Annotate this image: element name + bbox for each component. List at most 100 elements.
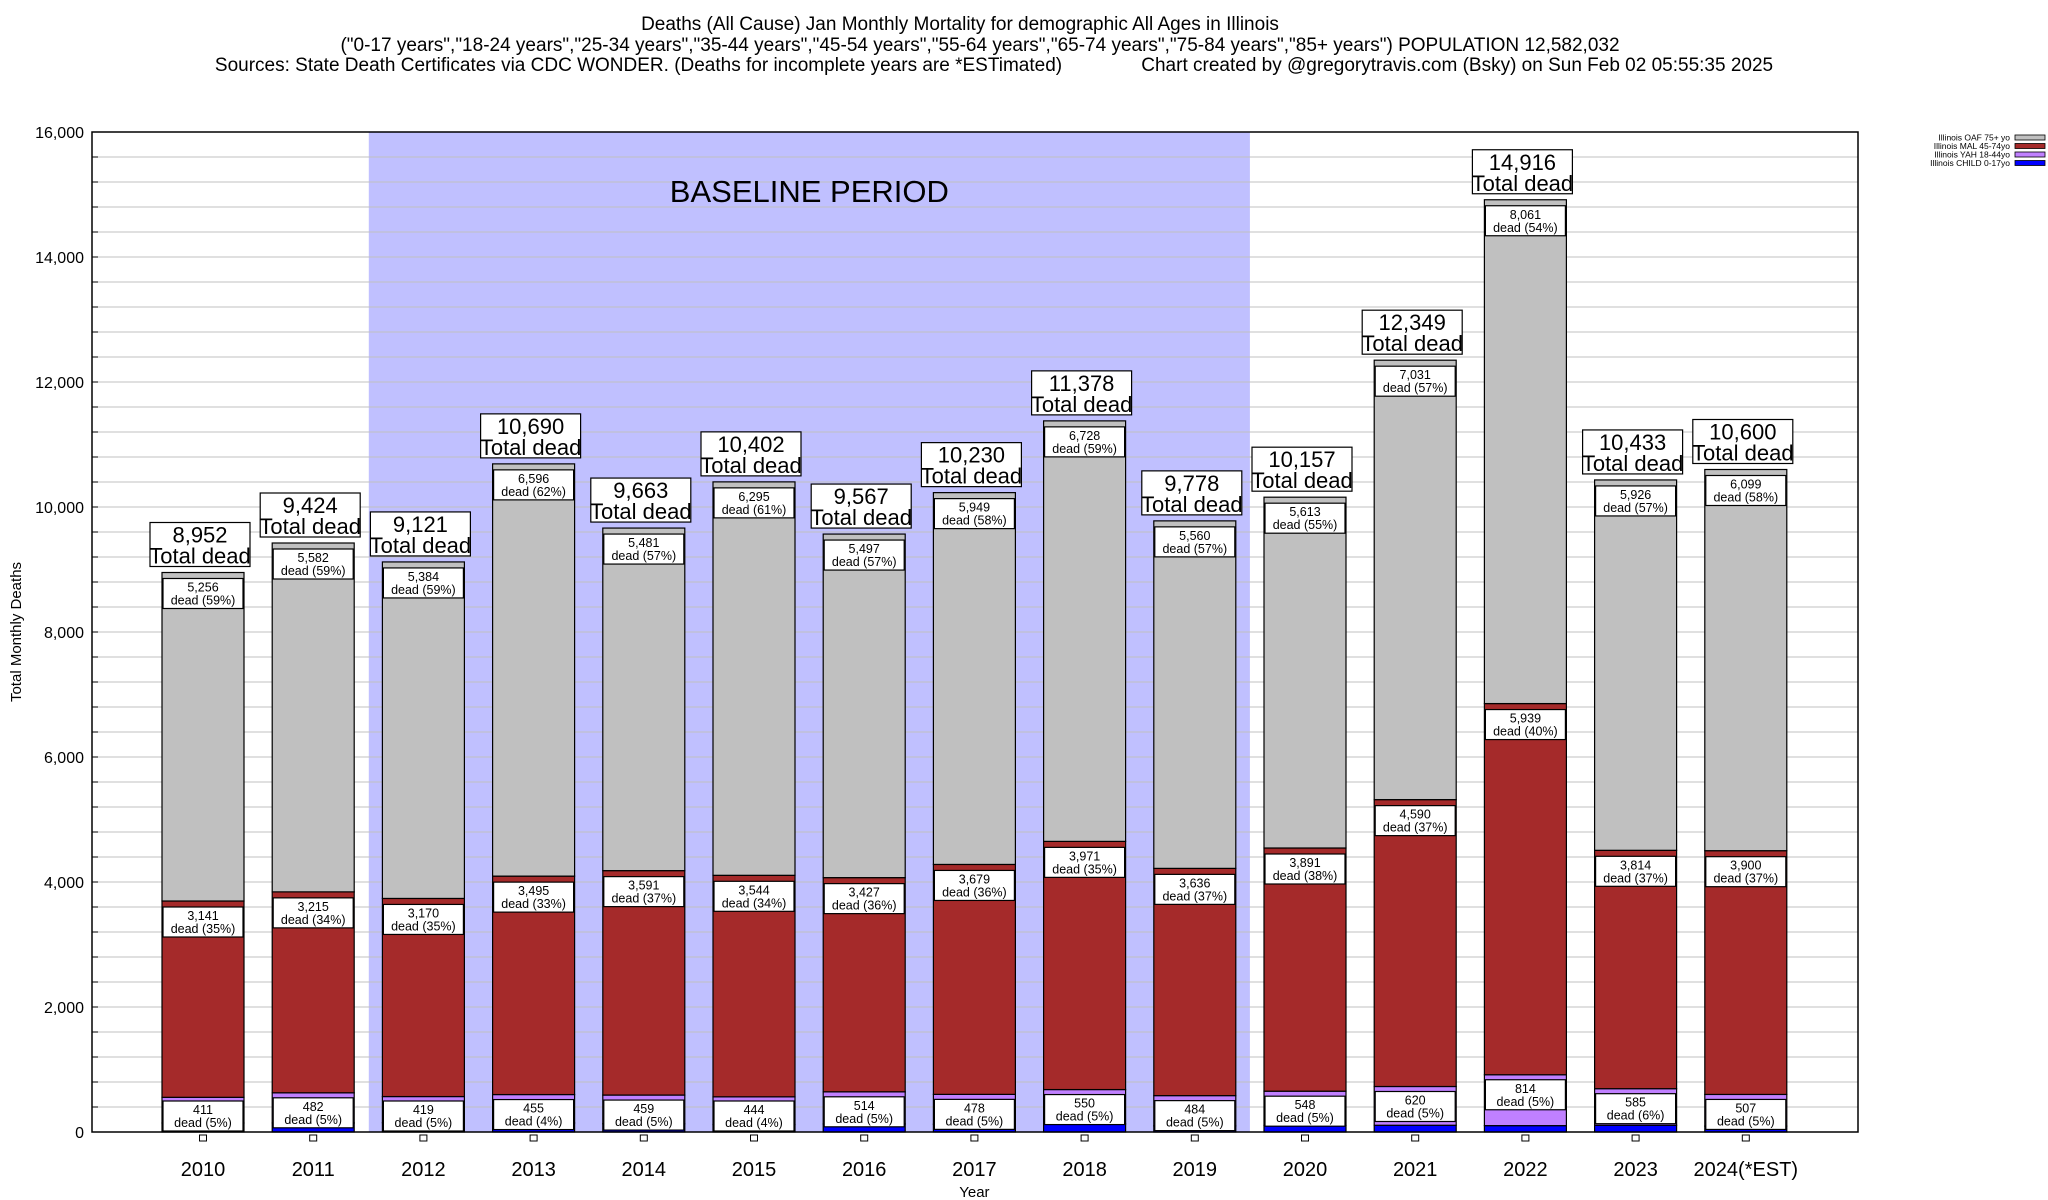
x-tick-marker: [309, 1134, 318, 1142]
total-label-box: [590, 477, 692, 523]
segment-label-oaf-box: [1264, 502, 1346, 534]
segment-label-oaf-box: [1374, 365, 1456, 397]
total-label-percent: Total dead: [1031, 392, 1133, 417]
x-tick-marker: [639, 1134, 648, 1142]
total-label-value: 9,567: [834, 484, 889, 509]
chart-subtitle-age-groups: ("0-17 years","18-24 years","25-34 years…: [340, 35, 1620, 56]
segment-label-yah-percent: dead (5%): [615, 1115, 673, 1129]
segment-label-oaf-percent: dead (59%): [1052, 442, 1117, 456]
legend-label-yah: Illinois YAH 18-44yo: [1934, 150, 2010, 160]
x-tick-marker: [1521, 1134, 1530, 1142]
total-label-percent: Total dead: [1141, 492, 1243, 517]
segment-label-oaf-box: [1154, 526, 1236, 558]
segment-label-yah-box: [382, 1100, 464, 1132]
segment-label-yah-box: [823, 1096, 905, 1128]
segment-label-yah-value: 411: [193, 1103, 213, 1117]
segment-label-mal-percent: dead (40%): [1493, 725, 1558, 739]
total-label-box: [700, 431, 802, 477]
bar-segment-oaf: [602, 527, 686, 872]
total-label-box: [149, 521, 251, 568]
total-label-percent: Total dead: [1582, 451, 1684, 476]
segment-label-oaf-box: [823, 539, 905, 571]
segment-label-oaf-percent: dead (59%): [391, 583, 456, 597]
segment-label-yah-percent: dead (5%): [174, 1116, 232, 1130]
segment-label-yah-value: 459: [633, 1102, 654, 1116]
total-label-box: [259, 492, 361, 538]
y-tick-label: 8,000: [44, 625, 84, 642]
x-tick-marker: [1631, 1134, 1640, 1142]
segment-label-mal-box: [1374, 805, 1456, 837]
total-label-box: [1251, 446, 1353, 492]
segment-label-mal-value: 3,814: [1620, 858, 1651, 872]
segment-label-mal-box: [823, 883, 905, 915]
bar-segment-mal: [1593, 849, 1678, 1090]
segment-label-oaf-percent: dead (58%): [1713, 491, 1778, 505]
segment-label-mal-box: [1705, 856, 1787, 888]
x-tick-label: 2012: [401, 1159, 446, 1181]
segment-label-oaf-percent: dead (54%): [1493, 221, 1558, 235]
segment-label-mal-box: [1264, 853, 1346, 885]
total-label-percent: Total dead: [700, 453, 802, 478]
segment-label-oaf-box: [162, 577, 244, 610]
segment-label-mal-percent: dead (33%): [501, 897, 566, 911]
bar-segment-mal: [1373, 799, 1457, 1088]
legend-swatch-yah: [2014, 151, 2046, 158]
x-tick-label: 2016: [842, 1159, 887, 1181]
segment-label-yah-value: 548: [1295, 1098, 1316, 1112]
chart-title: Deaths (All Cause) Jan Monthly Mortality…: [641, 14, 1279, 35]
segment-label-oaf-box: [493, 469, 575, 501]
segment-label-mal-value: 3,636: [1179, 876, 1210, 890]
bar-segment-oaf: [381, 561, 465, 900]
total-label-box: [1361, 309, 1463, 355]
segment-label-yah-value: 419: [413, 1103, 434, 1117]
bar-segment-oaf: [1263, 496, 1347, 849]
total-label-value: 9,663: [613, 478, 668, 503]
bar-segment-mal: [932, 863, 1017, 1095]
segment-label-yah-box: [493, 1098, 575, 1131]
segment-label-yah-percent: dead (5%): [946, 1114, 1004, 1128]
legend-label-oaf: Illinois OAF 75+ yo: [1938, 133, 2010, 143]
segment-label-oaf-percent: dead (57%): [1162, 542, 1227, 556]
segment-label-yah-percent: dead (4%): [505, 1115, 563, 1129]
segment-label-mal-percent: dead (37%): [611, 892, 676, 906]
segment-label-yah-percent: dead (5%): [284, 1113, 342, 1127]
segment-label-oaf-value: 8,061: [1510, 208, 1541, 222]
total-label-value: 8,952: [172, 523, 227, 548]
segment-label-mal-value: 3,900: [1730, 859, 1761, 873]
segment-label-mal-value: 3,971: [1069, 849, 1100, 863]
x-tick-label: 2020: [1283, 1159, 1328, 1181]
bar-segment-oaf: [271, 542, 355, 893]
x-tick-label: 2017: [952, 1159, 997, 1181]
baseline-period-label: BASELINE PERIOD: [670, 174, 949, 209]
segment-label-mal-box: [713, 880, 795, 912]
total-label-box: [920, 442, 1023, 488]
segment-label-mal-value: 3,495: [518, 884, 549, 898]
segment-label-yah-box: [1374, 1090, 1456, 1123]
segment-label-yah-percent: dead (4%): [725, 1116, 783, 1130]
segment-label-yah-box: [1705, 1098, 1787, 1131]
y-axis-label: Total Monthly Deaths: [8, 562, 25, 702]
y-tick-label: 4,000: [44, 875, 84, 892]
x-tick-marker: [750, 1134, 758, 1142]
total-label-box: [480, 413, 582, 459]
total-label-percent: Total dead: [1472, 171, 1574, 196]
